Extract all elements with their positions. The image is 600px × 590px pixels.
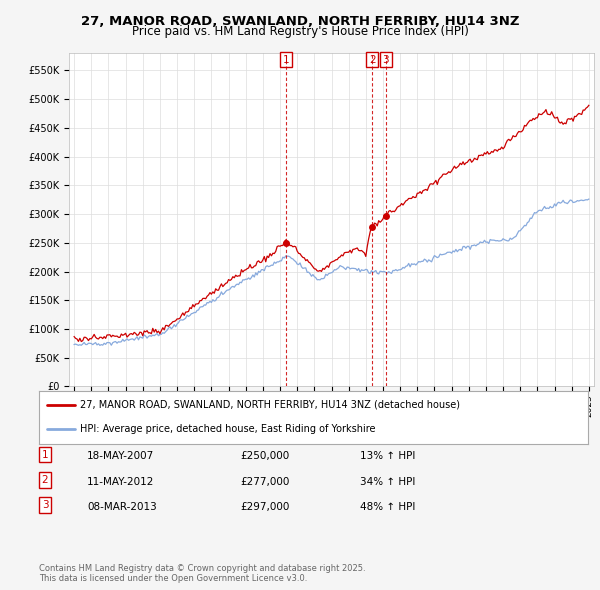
Text: 3: 3 xyxy=(383,55,389,65)
Text: 2: 2 xyxy=(369,55,376,65)
Text: 48% ↑ HPI: 48% ↑ HPI xyxy=(360,502,415,512)
Text: £277,000: £277,000 xyxy=(240,477,289,487)
Text: 13% ↑ HPI: 13% ↑ HPI xyxy=(360,451,415,461)
Text: 18-MAY-2007: 18-MAY-2007 xyxy=(87,451,154,461)
Text: 11-MAY-2012: 11-MAY-2012 xyxy=(87,477,154,487)
Text: 27, MANOR ROAD, SWANLAND, NORTH FERRIBY, HU14 3NZ: 27, MANOR ROAD, SWANLAND, NORTH FERRIBY,… xyxy=(81,15,519,28)
Text: 34% ↑ HPI: 34% ↑ HPI xyxy=(360,477,415,487)
Text: 2: 2 xyxy=(41,475,49,485)
Text: Price paid vs. HM Land Registry's House Price Index (HPI): Price paid vs. HM Land Registry's House … xyxy=(131,25,469,38)
Text: 3: 3 xyxy=(41,500,49,510)
Text: £250,000: £250,000 xyxy=(240,451,289,461)
Text: 1: 1 xyxy=(41,450,49,460)
Text: 1: 1 xyxy=(283,55,290,65)
Text: 27, MANOR ROAD, SWANLAND, NORTH FERRIBY, HU14 3NZ (detached house): 27, MANOR ROAD, SWANLAND, NORTH FERRIBY,… xyxy=(80,400,460,410)
Text: HPI: Average price, detached house, East Riding of Yorkshire: HPI: Average price, detached house, East… xyxy=(80,424,376,434)
Text: Contains HM Land Registry data © Crown copyright and database right 2025.
This d: Contains HM Land Registry data © Crown c… xyxy=(39,563,365,583)
Text: £297,000: £297,000 xyxy=(240,502,289,512)
Text: 08-MAR-2013: 08-MAR-2013 xyxy=(87,502,157,512)
